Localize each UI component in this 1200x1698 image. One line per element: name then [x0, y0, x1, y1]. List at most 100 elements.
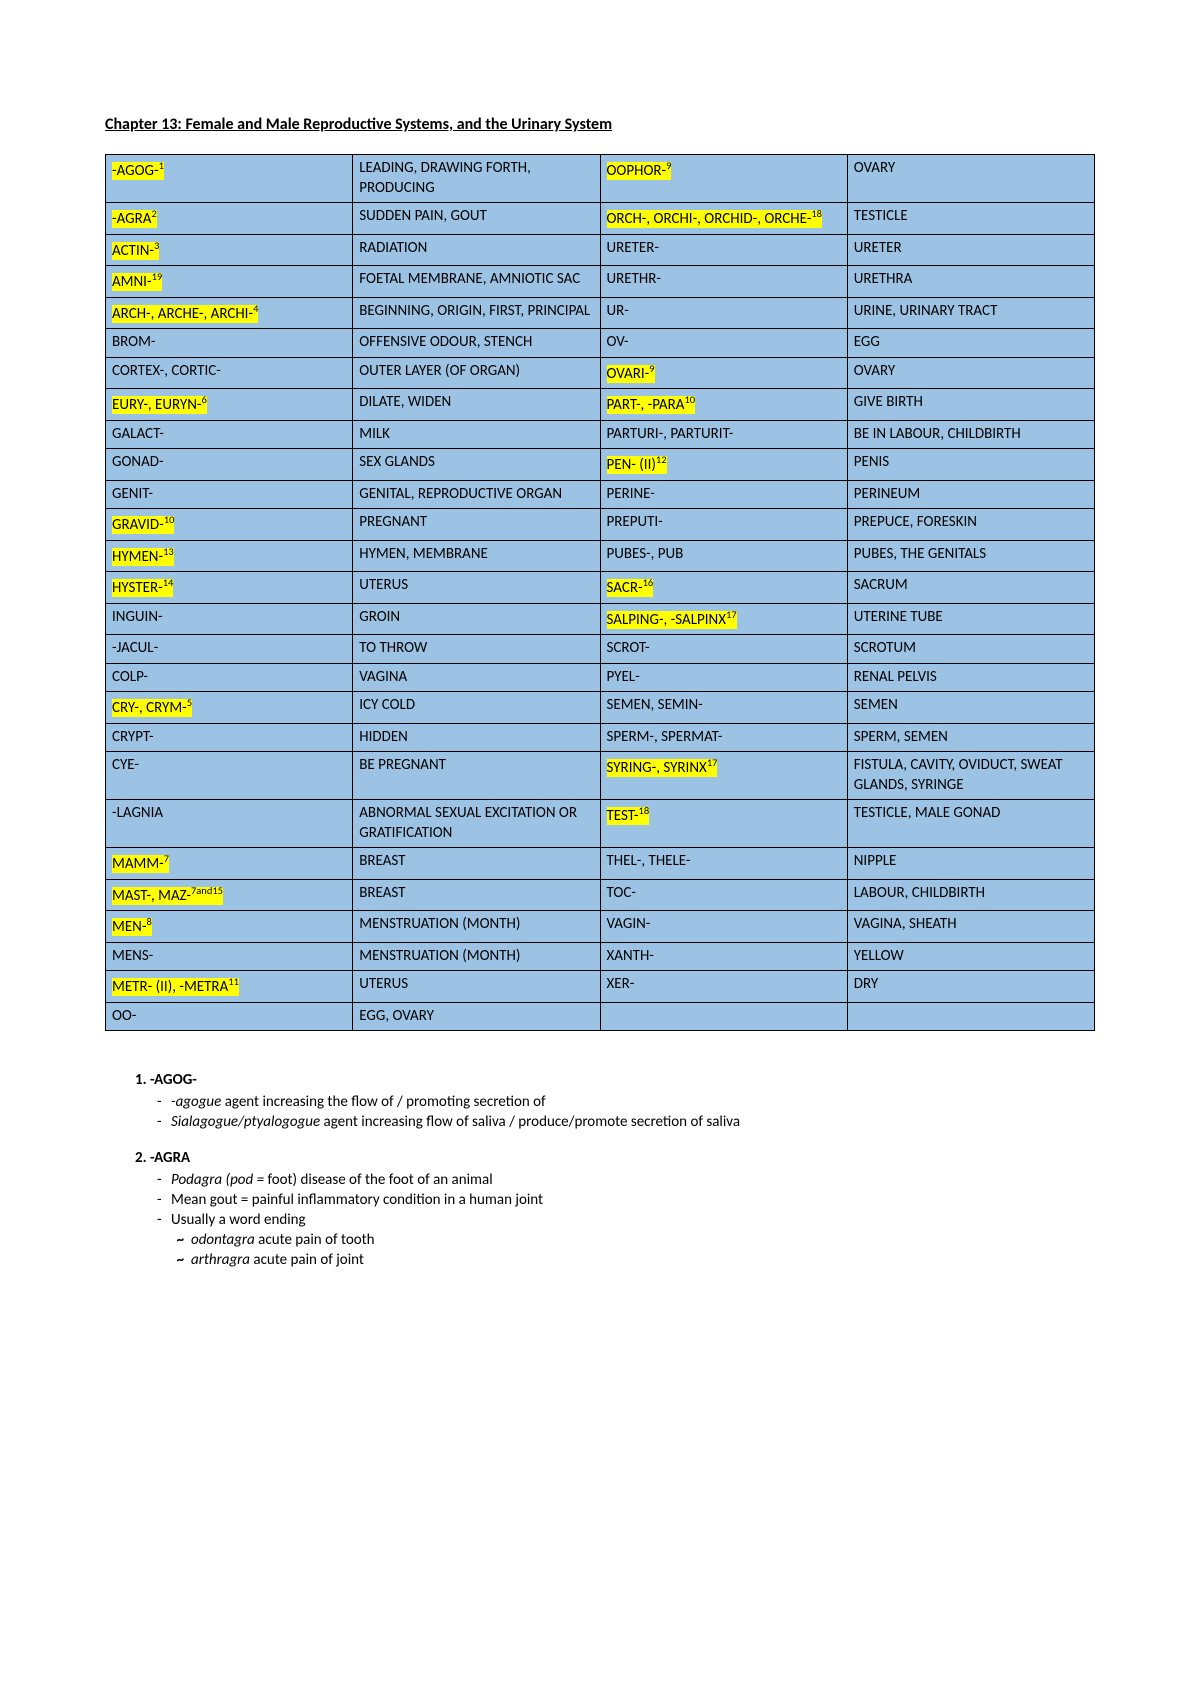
table-cell: PERINE- [600, 480, 847, 509]
table-cell: BE IN LABOUR, CHILDBIRTH [847, 420, 1094, 449]
table-cell: GROIN [353, 603, 600, 635]
table-row: CORTEX-, CORTIC-OUTER LAYER (OF ORGAN)OV… [106, 357, 1095, 389]
table-cell [600, 1002, 847, 1031]
table-cell: SEMEN, SEMIN- [600, 692, 847, 724]
table-cell: SYRING-, SYRINX17 [600, 752, 847, 800]
highlighted-term: ARCH-, ARCHE-, ARCHI-4 [112, 305, 258, 323]
table-cell: PREGNANT [353, 509, 600, 541]
table-row: MAST-, MAZ-7and15BREASTTOC-LABOUR, CHILD… [106, 879, 1095, 911]
table-cell: YELLOW [847, 942, 1094, 971]
table-row: GENIT-GENITAL, REPRODUCTIVE ORGANPERINE-… [106, 480, 1095, 509]
table-row: BROM-OFFENSIVE ODOUR, STENCHOV-EGG [106, 329, 1095, 358]
table-cell: TOC- [600, 879, 847, 911]
table-cell: TESTICLE, MALE GONAD [847, 800, 1094, 848]
note-item: 1. -AGOG--agogue agent increasing the fl… [135, 1071, 1095, 1131]
table-cell: BREAST [353, 879, 600, 911]
table-cell: ACTIN-3 [106, 234, 353, 266]
table-row: CRYPT-HIDDENSPERM-, SPERMAT-SPERM, SEMEN [106, 723, 1095, 752]
table-cell: UTERUS [353, 572, 600, 604]
table-cell: UTERINE TUBE [847, 603, 1094, 635]
table-cell: ORCH-, ORCHI-, ORCHID-, ORCHE-18 [600, 203, 847, 235]
table-cell: TESTICLE [847, 203, 1094, 235]
highlighted-term: OOPHOR-9 [607, 162, 672, 180]
table-cell: AMNI-19 [106, 266, 353, 298]
table-row: MEN-8MENSTRUATION (MONTH)VAGIN-VAGINA, S… [106, 911, 1095, 943]
note-sub: Podagra (pod = foot) disease of the foot… [135, 1171, 1095, 1189]
table-cell: PUBES-, PUB [600, 540, 847, 572]
table-cell: GIVE BIRTH [847, 389, 1094, 421]
table-cell: ICY COLD [353, 692, 600, 724]
highlighted-term: PART-, -PARA10 [607, 396, 696, 414]
table-cell: BEGINNING, ORIGIN, FIRST, PRINCIPAL [353, 297, 600, 329]
table-cell: PART-, -PARA10 [600, 389, 847, 421]
table-cell: SALPING-, -SALPINX17 [600, 603, 847, 635]
note-sub: Mean gout = painful inflammatory conditi… [135, 1191, 1095, 1209]
table-cell: SACR-16 [600, 572, 847, 604]
table-cell: FOETAL MEMBRANE, AMNIOTIC SAC [353, 266, 600, 298]
table-cell: MAMM-7 [106, 848, 353, 880]
highlighted-term: EURY-, EURYN-6 [112, 396, 207, 414]
table-cell: PUBES, THE GENITALS [847, 540, 1094, 572]
table-row: ARCH-, ARCHE-, ARCHI-4 BEGINNING, ORIGIN,… [106, 297, 1095, 329]
table-cell: MENS- [106, 942, 353, 971]
table-cell: OVARY [847, 155, 1094, 203]
table-row: -JACUL-TO THROWSCROT-SCROTUM [106, 635, 1095, 664]
table-row: -LAGNIAABNORMAL SEXUAL EXCITATION OR GRA… [106, 800, 1095, 848]
table-cell: SACRUM [847, 572, 1094, 604]
table-cell: ARCH-, ARCHE-, ARCHI-4 [106, 297, 353, 329]
table-cell: FISTULA, CAVITY, OVIDUCT, SWEAT GLANDS, … [847, 752, 1094, 800]
table-cell: HYMEN-13 [106, 540, 353, 572]
table-cell: SEX GLANDS [353, 449, 600, 481]
table-cell: CRY-, CRYM-5 [106, 692, 353, 724]
table-cell: GONAD- [106, 449, 353, 481]
table-row: METR- (II), -METRA11UTERUSXER-DRY [106, 971, 1095, 1003]
table-cell: HYSTER-14 [106, 572, 353, 604]
table-cell: BE PREGNANT [353, 752, 600, 800]
table-cell: UR- [600, 297, 847, 329]
table-cell: MENSTRUATION (MONTH) [353, 911, 600, 943]
note-tilde: arthragra acute pain of joint [135, 1251, 1095, 1269]
table-row: INGUIN-GROINSALPING-, -SALPINX17UTERINE … [106, 603, 1095, 635]
table-cell: OOPHOR-9 [600, 155, 847, 203]
table-cell: LEADING, DRAWING FORTH, PRODUCING [353, 155, 600, 203]
table-cell: TO THROW [353, 635, 600, 664]
table-cell: VAGINA [353, 663, 600, 692]
note-item: 2. -AGRA Podagra (pod = foot) disease of … [135, 1149, 1095, 1269]
table-cell: METR- (II), -METRA11 [106, 971, 353, 1003]
table-cell: -LAGNIA [106, 800, 353, 848]
table-cell: MAST-, MAZ-7and15 [106, 879, 353, 911]
highlighted-term: METR- (II), -METRA11 [112, 978, 239, 996]
table-cell: GRAVID-10 [106, 509, 353, 541]
table-cell: MEN-8 [106, 911, 353, 943]
table-cell: SUDDEN PAIN, GOUT [353, 203, 600, 235]
table-cell: SPERM-, SPERMAT- [600, 723, 847, 752]
table-cell: XANTH- [600, 942, 847, 971]
highlighted-term: HYSTER-14 [112, 579, 173, 597]
table-cell: PYEL- [600, 663, 847, 692]
table-row: COLP-VAGINAPYEL-RENAL PELVIS [106, 663, 1095, 692]
highlighted-term: AMNI-19 [112, 273, 162, 291]
table-cell: PREPUCE, FORESKIN [847, 509, 1094, 541]
table-cell: HYMEN, MEMBRANE [353, 540, 600, 572]
table-cell: URETHRA [847, 266, 1094, 298]
table-cell: PERINEUM [847, 480, 1094, 509]
table-cell: VAGIN- [600, 911, 847, 943]
table-cell: MILK [353, 420, 600, 449]
table-cell: THEL-, THELE- [600, 848, 847, 880]
table-cell: CORTEX-, CORTIC- [106, 357, 353, 389]
table-cell: BREAST [353, 848, 600, 880]
table-cell: URETER [847, 234, 1094, 266]
table-cell: SCROTUM [847, 635, 1094, 664]
table-cell: ABNORMAL SEXUAL EXCITATION OR GRATIFICAT… [353, 800, 600, 848]
table-cell: OVARY [847, 357, 1094, 389]
highlighted-term: MAST-, MAZ-7and15 [112, 887, 223, 905]
table-cell: PENIS [847, 449, 1094, 481]
note-head: 2. -AGRA [135, 1149, 1095, 1167]
note-head: 1. -AGOG- [135, 1071, 1095, 1089]
table-row: MENS-MENSTRUATION (MONTH)XANTH-YELLOW [106, 942, 1095, 971]
highlighted-term: ORCH-, ORCHI-, ORCHID-, ORCHE-18 [607, 210, 823, 228]
table-cell: GALACT- [106, 420, 353, 449]
table-row: HYMEN-13HYMEN, MEMBRANEPUBES-, PUBPUBES,… [106, 540, 1095, 572]
table-cell: DILATE, WIDEN [353, 389, 600, 421]
table-cell: EGG [847, 329, 1094, 358]
